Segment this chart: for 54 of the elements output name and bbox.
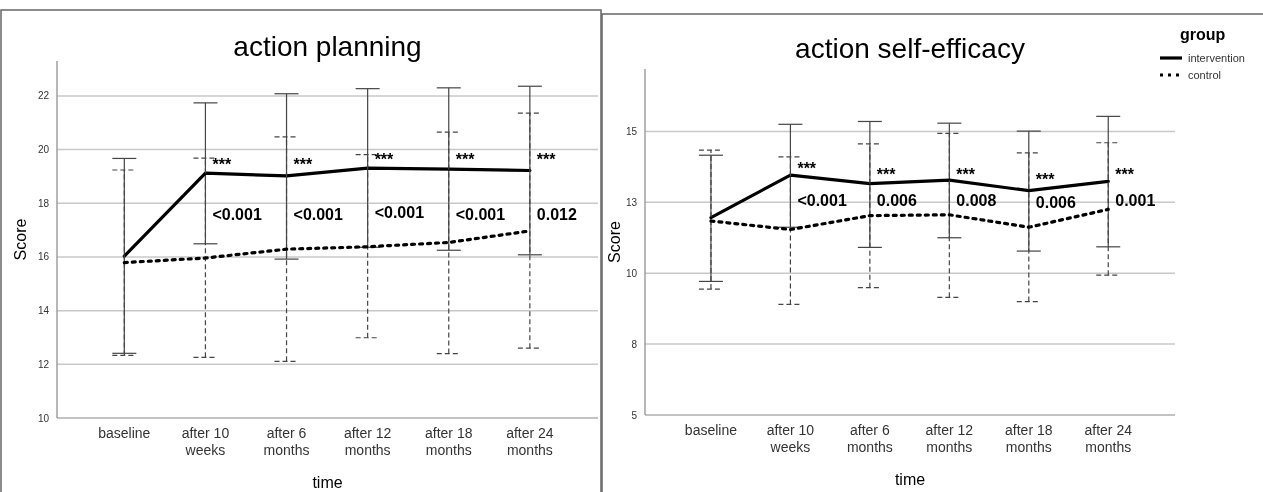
- y-tick-label: 15: [625, 125, 638, 137]
- x-tick-label: baseline: [98, 425, 151, 441]
- y-tick-label: 10: [37, 412, 50, 424]
- x-axis-title: time: [894, 471, 926, 488]
- legend-title: group: [1180, 26, 1226, 43]
- annotation: ***: [293, 155, 313, 173]
- y-axis-title: Score: [606, 221, 623, 263]
- annotation: ***: [1035, 171, 1056, 189]
- x-tick-label: after 12 months: [925, 422, 974, 455]
- x-tick-label: after 6 months: [846, 422, 893, 455]
- y-tick-label: 18: [37, 197, 50, 209]
- y-tick-label: 5: [631, 409, 638, 421]
- annotation: 0.012: [536, 205, 578, 223]
- x-tick-label: after 24 months: [506, 425, 554, 458]
- x-tick-label: after 10 weeks: [766, 422, 815, 455]
- x-tick-label: baseline: [684, 422, 738, 438]
- chart-title: action planning: [233, 31, 422, 62]
- y-tick-label: 12: [37, 358, 50, 370]
- annotation: ***: [374, 150, 395, 168]
- y-tick-label: 22: [37, 90, 50, 102]
- annotation: ***: [876, 166, 897, 184]
- annotation: ***: [1115, 165, 1135, 183]
- annotation: 0.006: [1035, 193, 1076, 211]
- y-tick-label: 20: [37, 144, 50, 156]
- annotation: <0.001: [212, 205, 262, 223]
- x-tick-label: after 18 months: [1005, 422, 1053, 455]
- y-tick-label: 8: [631, 338, 638, 350]
- x-tick-label: after 24 months: [1084, 422, 1133, 455]
- legend-label: control: [1188, 68, 1222, 81]
- annotation: ***: [212, 155, 232, 173]
- y-tick-label: 16: [37, 251, 50, 263]
- legend-label: intervention: [1188, 51, 1245, 64]
- chart-title: action self-efficacy: [795, 33, 1025, 64]
- annotation: ***: [455, 150, 476, 168]
- annotation: ***: [956, 165, 976, 183]
- annotation: <0.001: [293, 205, 344, 223]
- annotation: ***: [536, 150, 557, 168]
- x-tick-label: after 18 months: [425, 425, 473, 458]
- annotation: 0.006: [876, 192, 918, 210]
- y-tick-label: 14: [37, 305, 50, 317]
- y-axis-title: Score: [12, 218, 29, 261]
- annotation: <0.001: [797, 192, 847, 210]
- x-tick-label: after 12 months: [343, 425, 392, 458]
- x-axis-title: time: [312, 474, 343, 491]
- line-series: [122, 166, 532, 258]
- x-tick-label: after 10 weeks: [181, 425, 230, 458]
- annotation: 0.008: [956, 192, 997, 210]
- x-tick-label: after 6 months: [263, 425, 310, 458]
- y-tick-label: 10: [625, 267, 638, 279]
- annotation: 0.001: [1115, 192, 1156, 210]
- annotation: <0.001: [374, 204, 425, 222]
- annotation: ***: [797, 160, 817, 178]
- y-tick-label: 13: [625, 196, 638, 208]
- annotation: <0.001: [455, 205, 506, 223]
